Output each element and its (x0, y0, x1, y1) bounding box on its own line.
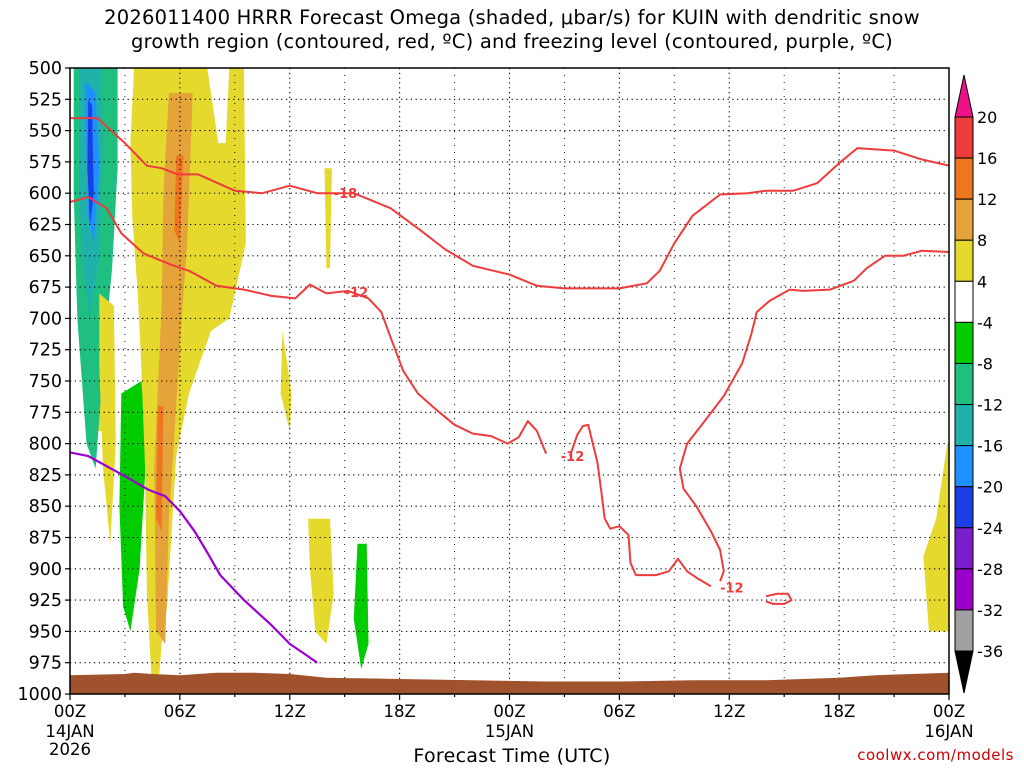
omega-region-9 (154, 93, 193, 644)
y-tick-label-725: 725 (29, 341, 62, 361)
y-tick-label-825: 825 (29, 466, 62, 486)
colorbar-label-11: -28 (977, 560, 1003, 579)
dgz-contour-4 (678, 288, 803, 582)
colorbar-bin-11 (954, 527, 974, 570)
dgz-contour-5 (802, 249, 949, 292)
y-tick-label-950: 950 (29, 622, 62, 642)
colorbar-label-6: -8 (977, 354, 993, 373)
colorbar-bin-6 (954, 321, 974, 364)
y-tick-label-850: 850 (29, 497, 62, 517)
contour-label: -12 (345, 286, 369, 301)
chart-title: 2026011400 HRRR Forecast Omega (shaded, … (0, 6, 1024, 54)
x-tick-label-12h: 12Z (274, 702, 306, 721)
y-tick-label-900: 900 (29, 560, 62, 580)
colorbar-bin-8 (954, 404, 974, 447)
colorbar-bin-9 (954, 445, 974, 488)
x-tick-label-0h: 00Z (54, 702, 86, 721)
x-tick-label-36h: 12Z (713, 702, 745, 721)
plot-area: -18 -12 -12 -12 (70, 68, 949, 694)
y-tick-label-775: 775 (29, 403, 62, 423)
colorbar-bin-10 (954, 486, 974, 529)
y-tick-label-625: 625 (29, 216, 62, 236)
omega-region-10 (174, 155, 184, 244)
colorbar-label-1: 16 (977, 149, 997, 168)
colorbar-top-arrow (954, 74, 974, 118)
x-tick-label-48h: 00Z (933, 702, 965, 721)
y-tick-label-700: 700 (29, 309, 62, 329)
y-tick-label-550: 550 (29, 122, 62, 142)
x-axis-title: Forecast Time (UTC) (413, 745, 611, 767)
y-tick-label-650: 650 (29, 247, 62, 267)
contour-label: -12 (720, 582, 744, 597)
x-tick-date-48h: 16JAN (924, 722, 973, 741)
x-tick-label-42h: 18Z (823, 702, 855, 721)
y-tick-label-525: 525 (29, 90, 62, 110)
colorbar-label-10: -24 (977, 519, 1003, 538)
colorbar-bin-5 (954, 280, 974, 323)
omega-region-14 (324, 168, 332, 269)
freezing-level-line (70, 451, 318, 664)
site-credit: coolwx.com/models (857, 746, 1014, 764)
x-tick-date-24h: 15JAN (485, 722, 534, 741)
colorbar-bin-13 (954, 609, 974, 652)
terrain-fill (70, 672, 949, 694)
x-tick-label-24h: 00Z (493, 702, 525, 721)
dgz-contour-3 (568, 423, 712, 588)
y-tick-label-925: 925 (29, 591, 62, 611)
x-tick-year: 2026 (49, 740, 91, 759)
colorbar-bin-4 (954, 239, 974, 282)
chart-title-line1: 2026011400 HRRR Forecast Omega (shaded, … (104, 6, 920, 29)
colorbar-bin-3 (954, 198, 974, 241)
x-tick-label-6h: 06Z (164, 702, 196, 721)
colorbar-label-2: 12 (977, 190, 997, 209)
dgz-contour-1 (70, 117, 949, 290)
colorbar-bin-2 (954, 157, 974, 200)
omega-region-5 (87, 99, 94, 225)
colorbar-label-13: -36 (977, 642, 1003, 661)
contour-label: -18 (334, 187, 358, 202)
colorbar-bin-1 (954, 116, 974, 159)
y-tick-label-750: 750 (29, 372, 62, 392)
colorbar-label-12: -32 (977, 601, 1003, 620)
chart-title-line2: growth region (contoured, red, ºC) and f… (131, 30, 893, 53)
x-tick-label-30h: 06Z (603, 702, 635, 721)
x-tick-date-0h: 14JAN (45, 722, 94, 741)
colorbar-label-8: -16 (977, 437, 1003, 456)
colorbar-label-3: 8 (977, 231, 987, 250)
colorbar-bottom-arrow (954, 650, 974, 694)
omega-region-17 (923, 443, 949, 632)
omega-region-12 (207, 68, 230, 144)
colorbar-label-7: -12 (977, 396, 1003, 415)
y-tick-label-675: 675 (29, 278, 62, 298)
y-tick-label-500: 500 (29, 59, 62, 79)
y-tick-label-975: 975 (29, 654, 62, 674)
y-tick-label-1000: 1000 (17, 685, 62, 705)
y-tick-label-800: 800 (29, 435, 62, 455)
y-tick-label-575: 575 (29, 153, 62, 173)
colorbar-label-4: 4 (977, 272, 987, 291)
dgz-contour-6 (765, 592, 793, 605)
omega-region-11 (156, 406, 164, 532)
dgz-contour-2 (70, 196, 548, 454)
omega-region-16 (353, 543, 369, 669)
colorbar-label-0: 20 (977, 108, 997, 127)
y-tick-label-875: 875 (29, 529, 62, 549)
contour-label: -12 (561, 450, 585, 465)
colorbar-bin-7 (954, 362, 974, 406)
y-tick-label-600: 600 (29, 184, 62, 204)
omega-region-6 (99, 293, 116, 544)
colorbar-label-9: -20 (977, 478, 1003, 497)
colorbar-bin-12 (954, 568, 974, 611)
colorbar-label-5: -4 (977, 313, 993, 332)
omega-region-15 (308, 518, 334, 644)
x-tick-label-18h: 18Z (383, 702, 415, 721)
